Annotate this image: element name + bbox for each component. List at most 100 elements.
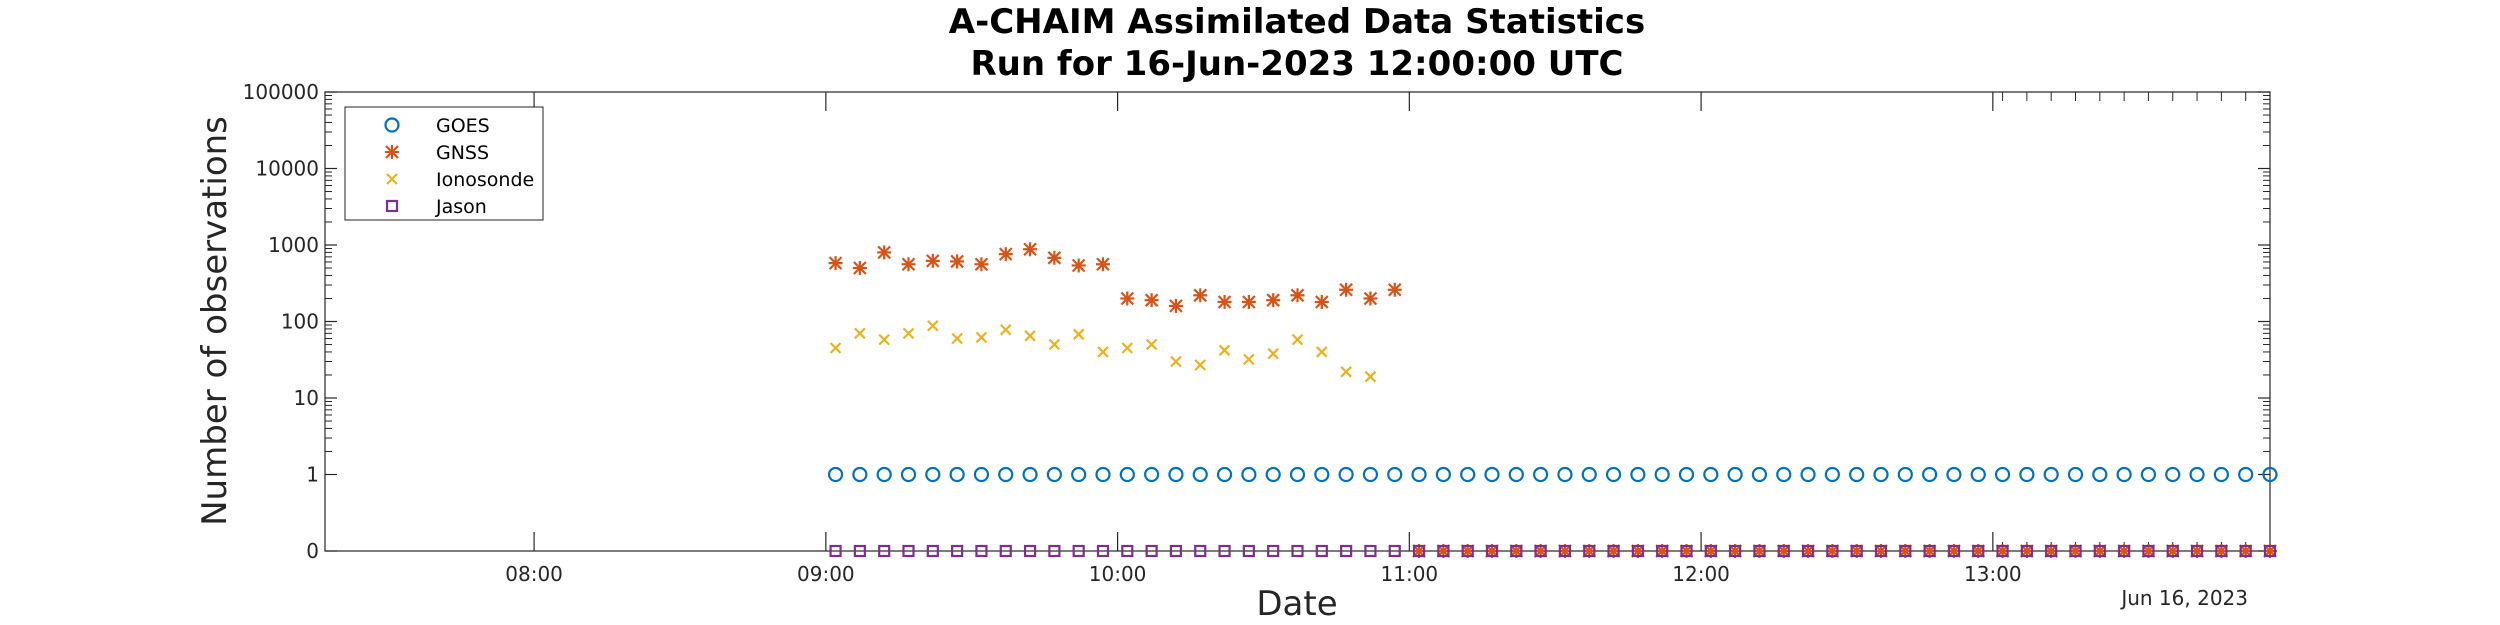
ionosonde-point <box>854 327 866 340</box>
gnss-point <box>1290 288 1305 303</box>
gnss-point <box>1266 293 1281 308</box>
gnss-point <box>1241 294 1256 309</box>
jason-point <box>1753 544 1766 558</box>
goes-point <box>1460 466 1476 483</box>
goes-point <box>1849 466 1865 483</box>
jason-point <box>2215 544 2228 558</box>
jason-point <box>829 544 842 558</box>
jason-point <box>1023 544 1037 558</box>
jason-point <box>1096 544 1110 558</box>
jason-point <box>1218 544 1231 558</box>
goes-point <box>1654 466 1670 483</box>
goes-point <box>1508 466 1524 483</box>
jason-point <box>1461 544 1474 558</box>
goes-point <box>827 466 844 483</box>
gnss-point <box>1144 293 1159 308</box>
ionosonde-point <box>1170 355 1182 368</box>
jason-point <box>1729 544 1742 558</box>
x-tick-label: 12:00 <box>1672 562 1730 586</box>
jason-point <box>1510 544 1523 558</box>
jason-point <box>1607 544 1620 558</box>
jason-point <box>1388 544 1401 558</box>
y-tick-label: 1 <box>306 463 319 487</box>
goes-point <box>1071 466 1087 483</box>
ionosonde-point <box>927 319 939 332</box>
goes-point <box>1703 466 1719 483</box>
legend-marker-gnss <box>385 145 399 159</box>
goes-point <box>1970 466 1986 483</box>
goes-point <box>1338 466 1354 483</box>
goes-point <box>1095 466 1111 483</box>
goes-point <box>900 466 917 483</box>
legend-label-ionosonde: Ionosonde <box>436 169 534 191</box>
goes-point <box>1216 466 1233 483</box>
jason-point <box>902 544 915 558</box>
gnss-point <box>1363 291 1378 306</box>
jason-point <box>1656 544 1669 558</box>
ionosonde-point <box>1218 344 1231 357</box>
goes-point <box>1533 466 1549 483</box>
x-tick-label: 10:00 <box>1089 562 1147 586</box>
goes-point <box>2189 466 2205 483</box>
y-axis-label: Number of observations <box>195 116 235 526</box>
jason-point <box>2190 544 2204 558</box>
jason-point <box>1631 544 1644 558</box>
jason-point <box>1583 544 1596 558</box>
jason-point <box>2118 544 2131 558</box>
jason-point <box>1826 544 1839 558</box>
goes-point <box>852 466 868 483</box>
ionosonde-point <box>829 342 842 354</box>
y-tick-labels: 0 1 10 100 1000 10000 100000 <box>243 80 319 563</box>
date-label: Jun 16, 2023 <box>2119 586 2248 610</box>
gnss-point <box>1023 242 1038 257</box>
goes-point <box>1727 466 1743 483</box>
chart-title-line-1: A-CHAIM Assimilated Data Statistics <box>949 2 1645 42</box>
ionosonde-point <box>975 331 988 344</box>
goes-point <box>1557 466 1573 483</box>
jason-point <box>1169 544 1183 558</box>
jason-point <box>926 544 939 558</box>
ionosonde-point <box>1243 353 1255 366</box>
jason-point <box>1850 544 1863 558</box>
chart-title-line-2: Run for 16-Jun-2023 12:00:00 UTC <box>971 44 1624 84</box>
goes-point <box>2238 466 2254 483</box>
goes-point <box>1873 466 1889 483</box>
ionosonde-point <box>1048 338 1061 351</box>
goes-point <box>998 466 1014 483</box>
gnss-point <box>828 256 843 271</box>
jason-point <box>2166 544 2179 558</box>
ionosonde-point <box>1024 330 1036 342</box>
goes-point <box>1241 466 1257 483</box>
x-tick-label: 11:00 <box>1381 562 1439 586</box>
ionosonde-point <box>1121 342 1134 354</box>
y-tick-label: 10 <box>294 386 319 410</box>
jason-point <box>951 544 964 558</box>
gnss-point <box>925 253 940 268</box>
jason-point <box>2069 544 2082 558</box>
jason-point <box>1801 544 1815 558</box>
series-ionosonde <box>829 319 1377 383</box>
ionosonde-point <box>1194 359 1207 371</box>
jason-point <box>1534 544 1547 558</box>
jason-point <box>853 544 866 558</box>
jason-point <box>1194 544 1207 558</box>
jason-point <box>1121 544 1134 558</box>
jason-point <box>1874 544 1888 558</box>
gnss-point <box>1314 294 1329 309</box>
goes-point <box>1168 466 1184 483</box>
jason-point <box>1947 544 1961 558</box>
ionosonde-point <box>951 332 963 345</box>
jason-point <box>1291 544 1304 558</box>
ionosonde-point <box>1097 346 1109 358</box>
gnss-point <box>852 261 867 276</box>
gnss-point <box>1387 282 1402 297</box>
series-goes <box>827 466 2278 483</box>
ionosonde-point <box>1316 346 1328 358</box>
jason-point <box>1315 544 1328 558</box>
legend-marker-goes <box>384 117 400 133</box>
legend-label-goes: GOES <box>436 115 490 137</box>
gnss-point <box>1193 288 1208 303</box>
goes-point <box>1678 466 1695 483</box>
jason-point <box>999 544 1012 558</box>
